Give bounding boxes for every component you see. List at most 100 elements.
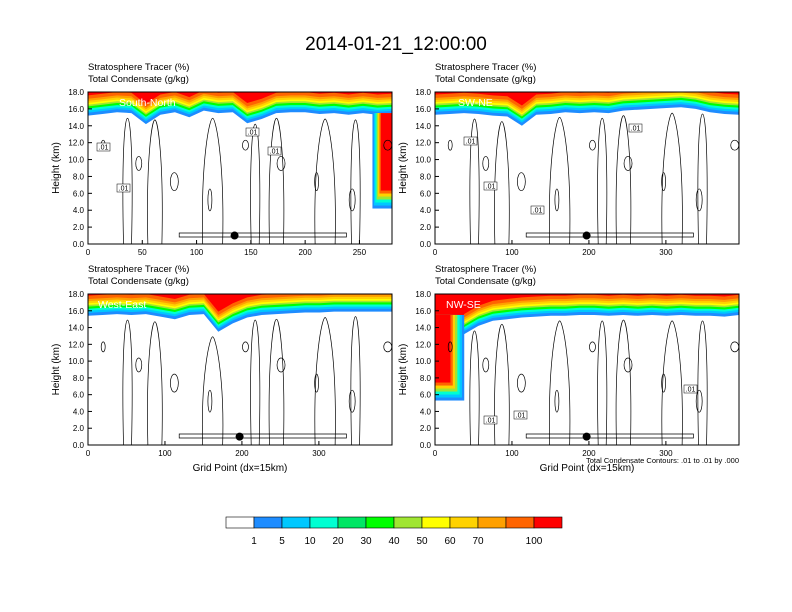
contour-cell [135, 156, 143, 171]
contour-line [597, 320, 608, 445]
contour-label-box [628, 123, 643, 133]
panel-label: West-East [98, 299, 146, 311]
contour-line [314, 317, 336, 445]
x-tick-label: 0 [433, 449, 438, 458]
y-tick-label: 18.0 [415, 290, 431, 299]
y-tick-label: 12.0 [415, 139, 431, 148]
contour-label: .01 [486, 184, 496, 191]
contour-cell [482, 156, 490, 171]
colorbar-label: 70 [472, 536, 484, 547]
contour-line [268, 318, 285, 445]
y-tick-label: 8.0 [420, 172, 432, 181]
contour-cell [169, 373, 179, 393]
y-tick-label: 6.0 [420, 189, 432, 198]
tracer-band [88, 92, 392, 104]
colorbar-label: 5 [279, 536, 285, 547]
contour-line [202, 117, 224, 244]
colorbar-label: 10 [304, 536, 316, 547]
colorbar-swatch [477, 516, 507, 529]
contour-cell [516, 172, 526, 192]
contour-label-box [245, 127, 260, 137]
colorbar-label: 20 [332, 536, 344, 547]
y-tick-label: 4.0 [420, 206, 432, 215]
y-tick-label: 18.0 [68, 290, 84, 299]
colorbar-label: 1 [251, 536, 257, 547]
y-tick-label: 2.0 [73, 424, 85, 433]
x-tick-label: 200 [298, 248, 312, 257]
colorbar-swatch [225, 516, 255, 529]
y-tick-label: 14.0 [415, 122, 431, 131]
panel-label: South-North [119, 97, 176, 109]
contour-label-box [116, 183, 131, 193]
panel-header-line: Total Condensate (g/kg) [88, 74, 189, 85]
x-tick-label: 100 [158, 449, 172, 458]
contour-line [469, 118, 480, 244]
x-tick-label: 250 [353, 248, 367, 257]
plot-area [435, 92, 739, 244]
y-tick-label: 16.0 [415, 307, 431, 316]
plot-frame [434, 293, 740, 446]
contour-line [268, 117, 285, 244]
contour-line [350, 316, 361, 445]
contour-label: .01 [99, 145, 109, 152]
panel-label: NW-SE [446, 299, 481, 311]
x-tick-label: 100 [505, 248, 519, 257]
contour-label: .01 [516, 413, 526, 420]
contour-cell [695, 389, 703, 413]
location-marker [235, 432, 244, 441]
plot-frame [87, 91, 393, 245]
colorbar-swatch [421, 516, 451, 529]
panel-header-line: Stratosphere Tracer (%) [88, 62, 189, 73]
contour-label: .01 [533, 208, 543, 215]
tracer-band [435, 294, 739, 377]
y-tick-label: 10.0 [68, 357, 84, 366]
contour-line [178, 433, 347, 439]
contour-label-box [683, 384, 698, 394]
colorbar-swatch [309, 516, 339, 529]
panel-nw-se: Stratosphere Tracer (%)Total Condensate … [398, 264, 740, 474]
y-tick-label: 4.0 [73, 206, 85, 215]
x-tick-label: 50 [138, 248, 147, 257]
contour-label: .01 [119, 186, 129, 193]
x-tick-label: 200 [235, 449, 249, 458]
contour-cell [348, 188, 356, 212]
y-tick-label: 18.0 [415, 88, 431, 97]
x-tick-label: 100 [190, 248, 204, 257]
contour-cell [447, 139, 453, 151]
x-tick-label: 300 [659, 449, 673, 458]
contour-line [615, 319, 632, 445]
colorbar-label: 50 [416, 536, 428, 547]
x-axis-label: Grid Point (dx=15km) [193, 463, 288, 474]
condensate-contours [100, 117, 392, 244]
contour-line [525, 232, 694, 238]
contour-cell [516, 373, 526, 393]
tracer-band [88, 294, 392, 315]
y-tick-label: 12.0 [68, 340, 84, 349]
contour-label: .01 [466, 139, 476, 146]
intrusion-band [380, 113, 392, 191]
contour-cell [135, 357, 143, 373]
contour-line [122, 319, 133, 445]
contour-line [494, 323, 510, 445]
colorbar-swatch [393, 516, 423, 529]
panel-header-line: Total Condensate (g/kg) [435, 276, 536, 287]
y-tick-label: 14.0 [415, 324, 431, 333]
tracer-field [88, 92, 392, 244]
colorbar-label: 100 [526, 536, 543, 547]
contour-cell [276, 357, 286, 373]
contour-cell [207, 188, 213, 212]
y-axis-label: Height (km) [51, 344, 62, 396]
condensate-contours [447, 319, 739, 445]
colorbar-swatch [253, 516, 283, 529]
plot-frame [434, 91, 740, 245]
panel-sw-ne: Stratosphere Tracer (%)Total Condensate … [398, 62, 740, 257]
panel-header-line: Total Condensate (g/kg) [435, 74, 536, 85]
x-tick-label: 150 [244, 248, 258, 257]
contour-label-box [530, 205, 545, 215]
contour-cell [276, 156, 286, 171]
contour-label-box [463, 136, 478, 146]
y-tick-label: 6.0 [73, 391, 85, 400]
location-marker [582, 432, 591, 441]
panels: Stratosphere Tracer (%)Total Condensate … [51, 62, 740, 474]
